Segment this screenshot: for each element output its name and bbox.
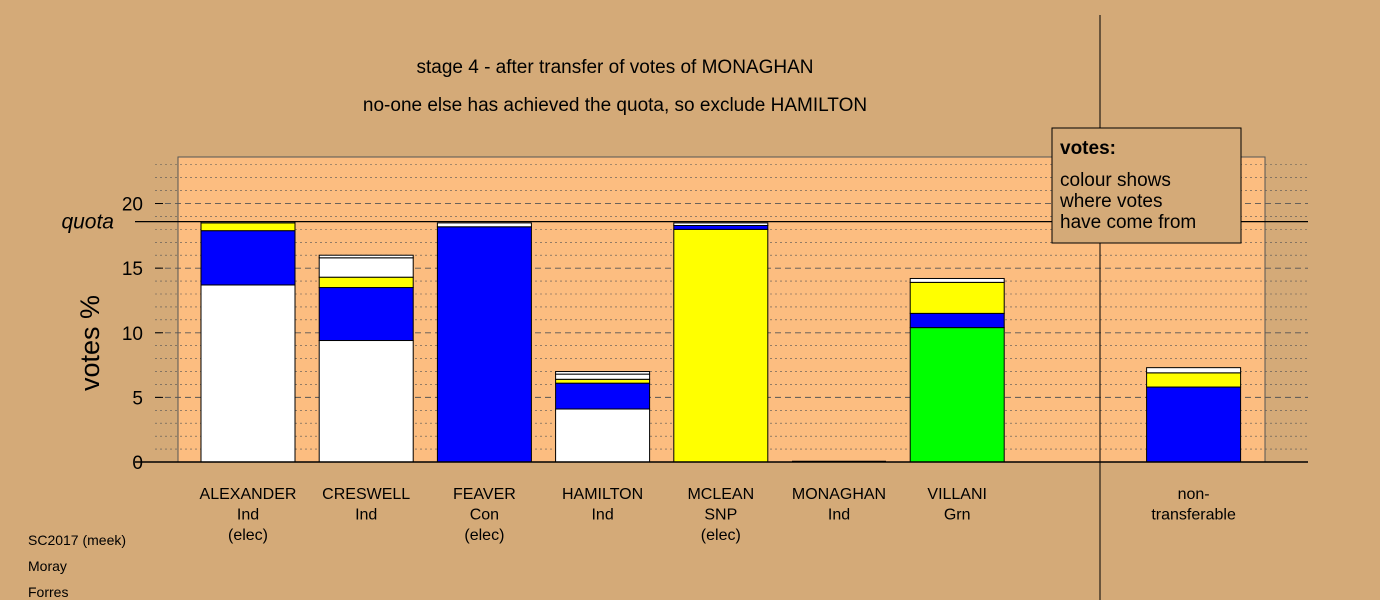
legend-line-3: have come from (1060, 212, 1196, 233)
x-axis-labels: ALEXANDER Ind (elec) CRESWELL Ind FEAVER Con (e… (200, 486, 1236, 544)
bar-segment (436, 226, 532, 463)
bar-segment (1146, 367, 1242, 374)
bar-segment (1146, 386, 1242, 463)
bar-segment (555, 378, 651, 384)
y-axis-label: votes % (75, 295, 105, 391)
bar-segment (909, 277, 1005, 283)
bar-segment (673, 222, 769, 226)
bar-segment (318, 254, 414, 259)
category-label: (elec) (701, 527, 741, 544)
category-label: Grn (944, 507, 971, 524)
bar-segment (555, 408, 651, 463)
y-tick-label: 20 (122, 195, 143, 216)
category-label: MCLEAN (687, 486, 754, 503)
bar-segment (200, 222, 296, 232)
category-label: (elec) (464, 527, 504, 544)
category-label: non- (1178, 486, 1210, 503)
y-axis-ticks: 0 5 10 15 20 (122, 195, 163, 474)
category-label: Con (470, 507, 499, 524)
quota-label: quota (61, 211, 114, 234)
bars (200, 221, 1242, 463)
y-tick-label: 15 (122, 259, 143, 280)
category-label: MONAGHAN (792, 486, 886, 503)
footer-line-1: SC2017 (meek) (28, 532, 126, 548)
category-label: CRESWELL (322, 486, 410, 503)
bar-segment (318, 257, 414, 278)
footer-line-3: Forres (28, 584, 68, 600)
legend-line-2: where votes (1059, 191, 1162, 212)
category-label: Ind (355, 507, 377, 524)
bar-segment (555, 373, 651, 380)
bar-segment (555, 382, 651, 410)
legend: votes: colour shows where votes have com… (1051, 127, 1242, 244)
category-label: Ind (591, 507, 613, 524)
bar-segment (673, 228, 769, 463)
bar-segment (673, 224, 769, 230)
bar-segment (318, 287, 414, 342)
footer-line-2: Moray (28, 558, 67, 574)
bar-segment (200, 284, 296, 463)
category-label: (elec) (228, 527, 268, 544)
bar-segment (555, 371, 651, 375)
category-label: HAMILTON (562, 486, 643, 503)
category-label: Ind (828, 507, 850, 524)
category-label: ALEXANDER (200, 486, 297, 503)
category-label: FEAVER (453, 486, 516, 503)
category-label: transferable (1151, 507, 1236, 524)
bar-segment (318, 340, 414, 463)
legend-box (1051, 127, 1242, 244)
bar-segment (909, 281, 1005, 314)
y-tick-label: 5 (132, 388, 143, 409)
bar-segment (200, 230, 296, 286)
bar-segment (909, 312, 1005, 329)
category-label: Ind (237, 507, 259, 524)
category-label: SNP (704, 507, 737, 524)
legend-line-1: colour shows (1060, 170, 1171, 191)
bar-segment (318, 276, 414, 289)
chart-title-line-1: stage 4 - after transfer of votes of MON… (416, 57, 813, 78)
bar-segment (436, 222, 532, 228)
bar-segment (1146, 372, 1242, 388)
chart-title-line-2: no-one else has achieved the quota, so e… (363, 95, 867, 116)
y-tick-label: 0 (132, 453, 143, 474)
y-tick-label: 10 (122, 324, 143, 345)
legend-title: votes: (1060, 138, 1116, 159)
bar-segment (909, 327, 1005, 463)
category-label: VILLANI (927, 486, 987, 503)
